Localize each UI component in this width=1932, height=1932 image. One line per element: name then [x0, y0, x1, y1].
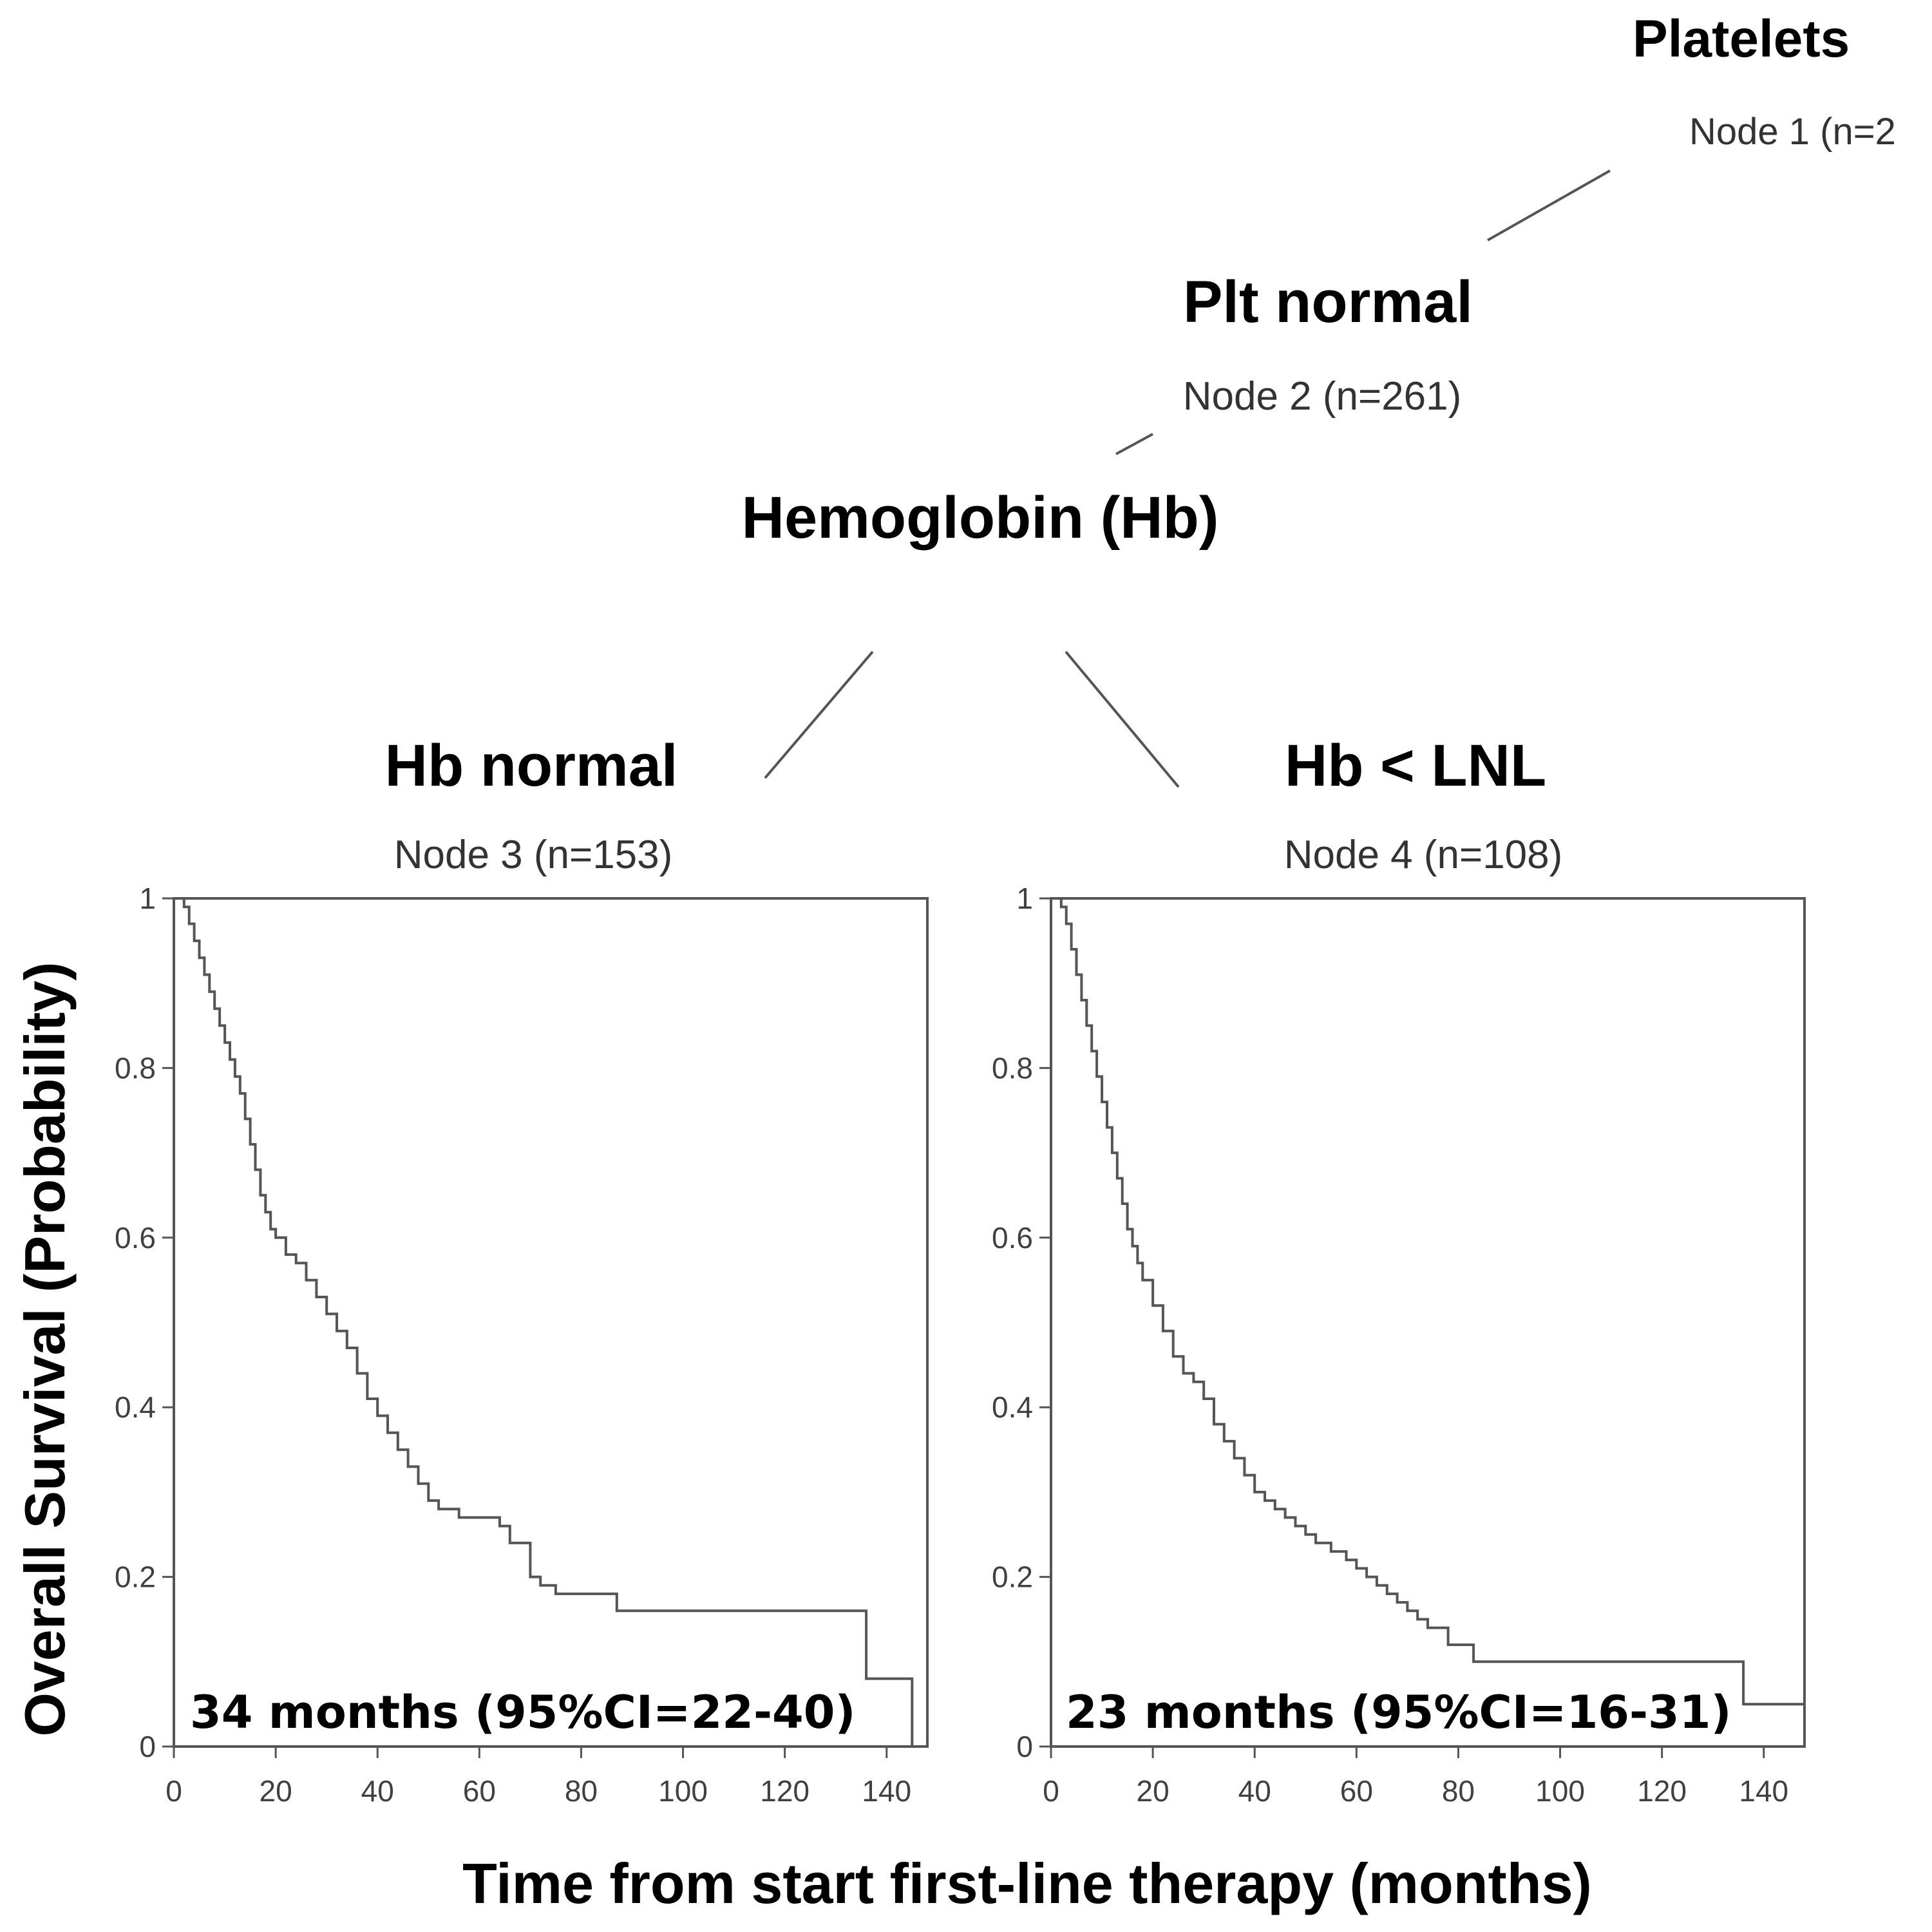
y-tick-label: 0.2 [115, 1560, 156, 1594]
survival-curve [1051, 897, 1804, 1706]
x-axis-title: Time from start first-line therapy (mont… [462, 1852, 1592, 1915]
node4-title: Hb < LNL [1285, 733, 1546, 799]
y-tick-label: 0.4 [115, 1390, 156, 1424]
median-survival-annotation: 34 months (95%CI=22-40) [190, 1686, 855, 1739]
x-tick-label: 40 [361, 1774, 394, 1808]
x-tick-label: 60 [463, 1774, 496, 1808]
edge-split-node4 [1065, 650, 1180, 788]
x-tick-label: 100 [1535, 1774, 1585, 1808]
node2-title: Plt normal [1183, 269, 1473, 335]
x-tick-label: 40 [1238, 1774, 1271, 1808]
plot-frame [1050, 897, 1806, 1748]
x-tick-label: 20 [260, 1774, 292, 1808]
x-tick-label: 20 [1137, 1774, 1170, 1808]
median-survival-annotation: 23 months (95%CI=16-31) [1066, 1686, 1731, 1739]
y-tick-label: 0.4 [992, 1390, 1033, 1424]
node3-title: Hb normal [385, 733, 678, 799]
node1-title: Platelets [1633, 10, 1850, 68]
decision-tree: Platelets Node 1 (n=2 Plt normal Node 2 … [385, 10, 1896, 877]
node4-label: Node 4 (n=108) [1284, 833, 1563, 877]
x-tick-label: 0 [1043, 1774, 1059, 1808]
km-panel-node3: 0 0.2 0.4 0.6 0.8 1 0 20 40 60 80 100 120 140 34 month… [115, 882, 929, 1808]
x-tick-label: 60 [1340, 1774, 1373, 1808]
edge-node1-node2 [1487, 169, 1611, 242]
y-tick-label: 0.8 [115, 1051, 156, 1084]
plot-frame [173, 897, 929, 1748]
edge-split-node3 [764, 650, 874, 779]
x-tick-label: 140 [862, 1774, 911, 1808]
x-tick-label: 120 [760, 1774, 810, 1808]
survival-curve [174, 897, 914, 1747]
y-tick-label: 1 [139, 882, 156, 915]
node1-label: Node 1 (n=2 [1689, 111, 1896, 153]
x-tick-label: 100 [658, 1774, 708, 1808]
x-tick-label: 140 [1739, 1774, 1788, 1808]
y-axis-title: Overall Survival (Probability) [13, 961, 77, 1736]
y-tick-label: 0 [139, 1730, 156, 1763]
x-tick-label: 120 [1637, 1774, 1687, 1808]
y-tick-label: 0.8 [992, 1051, 1033, 1084]
y-tick-label: 0 [1016, 1730, 1033, 1763]
x-tick-label: 80 [1442, 1774, 1475, 1808]
y-tick-label: 0.6 [115, 1221, 156, 1255]
edge-node2-split [1115, 433, 1153, 455]
x-tick-label: 80 [565, 1774, 598, 1808]
y-tick-label: 0.6 [992, 1221, 1033, 1255]
x-tick-label: 0 [166, 1774, 182, 1808]
split-variable: Hemoglobin (Hb) [742, 485, 1219, 551]
node3-label: Node 3 (n=153) [394, 833, 673, 877]
y-tick-label: 1 [1016, 882, 1033, 915]
y-tick-label: 0.2 [992, 1560, 1033, 1594]
km-panel-node4: 0 0.2 0.4 0.6 0.8 1 0 20 40 60 80 100 120 140 23 month… [992, 882, 1806, 1808]
node2-label: Node 2 (n=261) [1183, 374, 1462, 419]
